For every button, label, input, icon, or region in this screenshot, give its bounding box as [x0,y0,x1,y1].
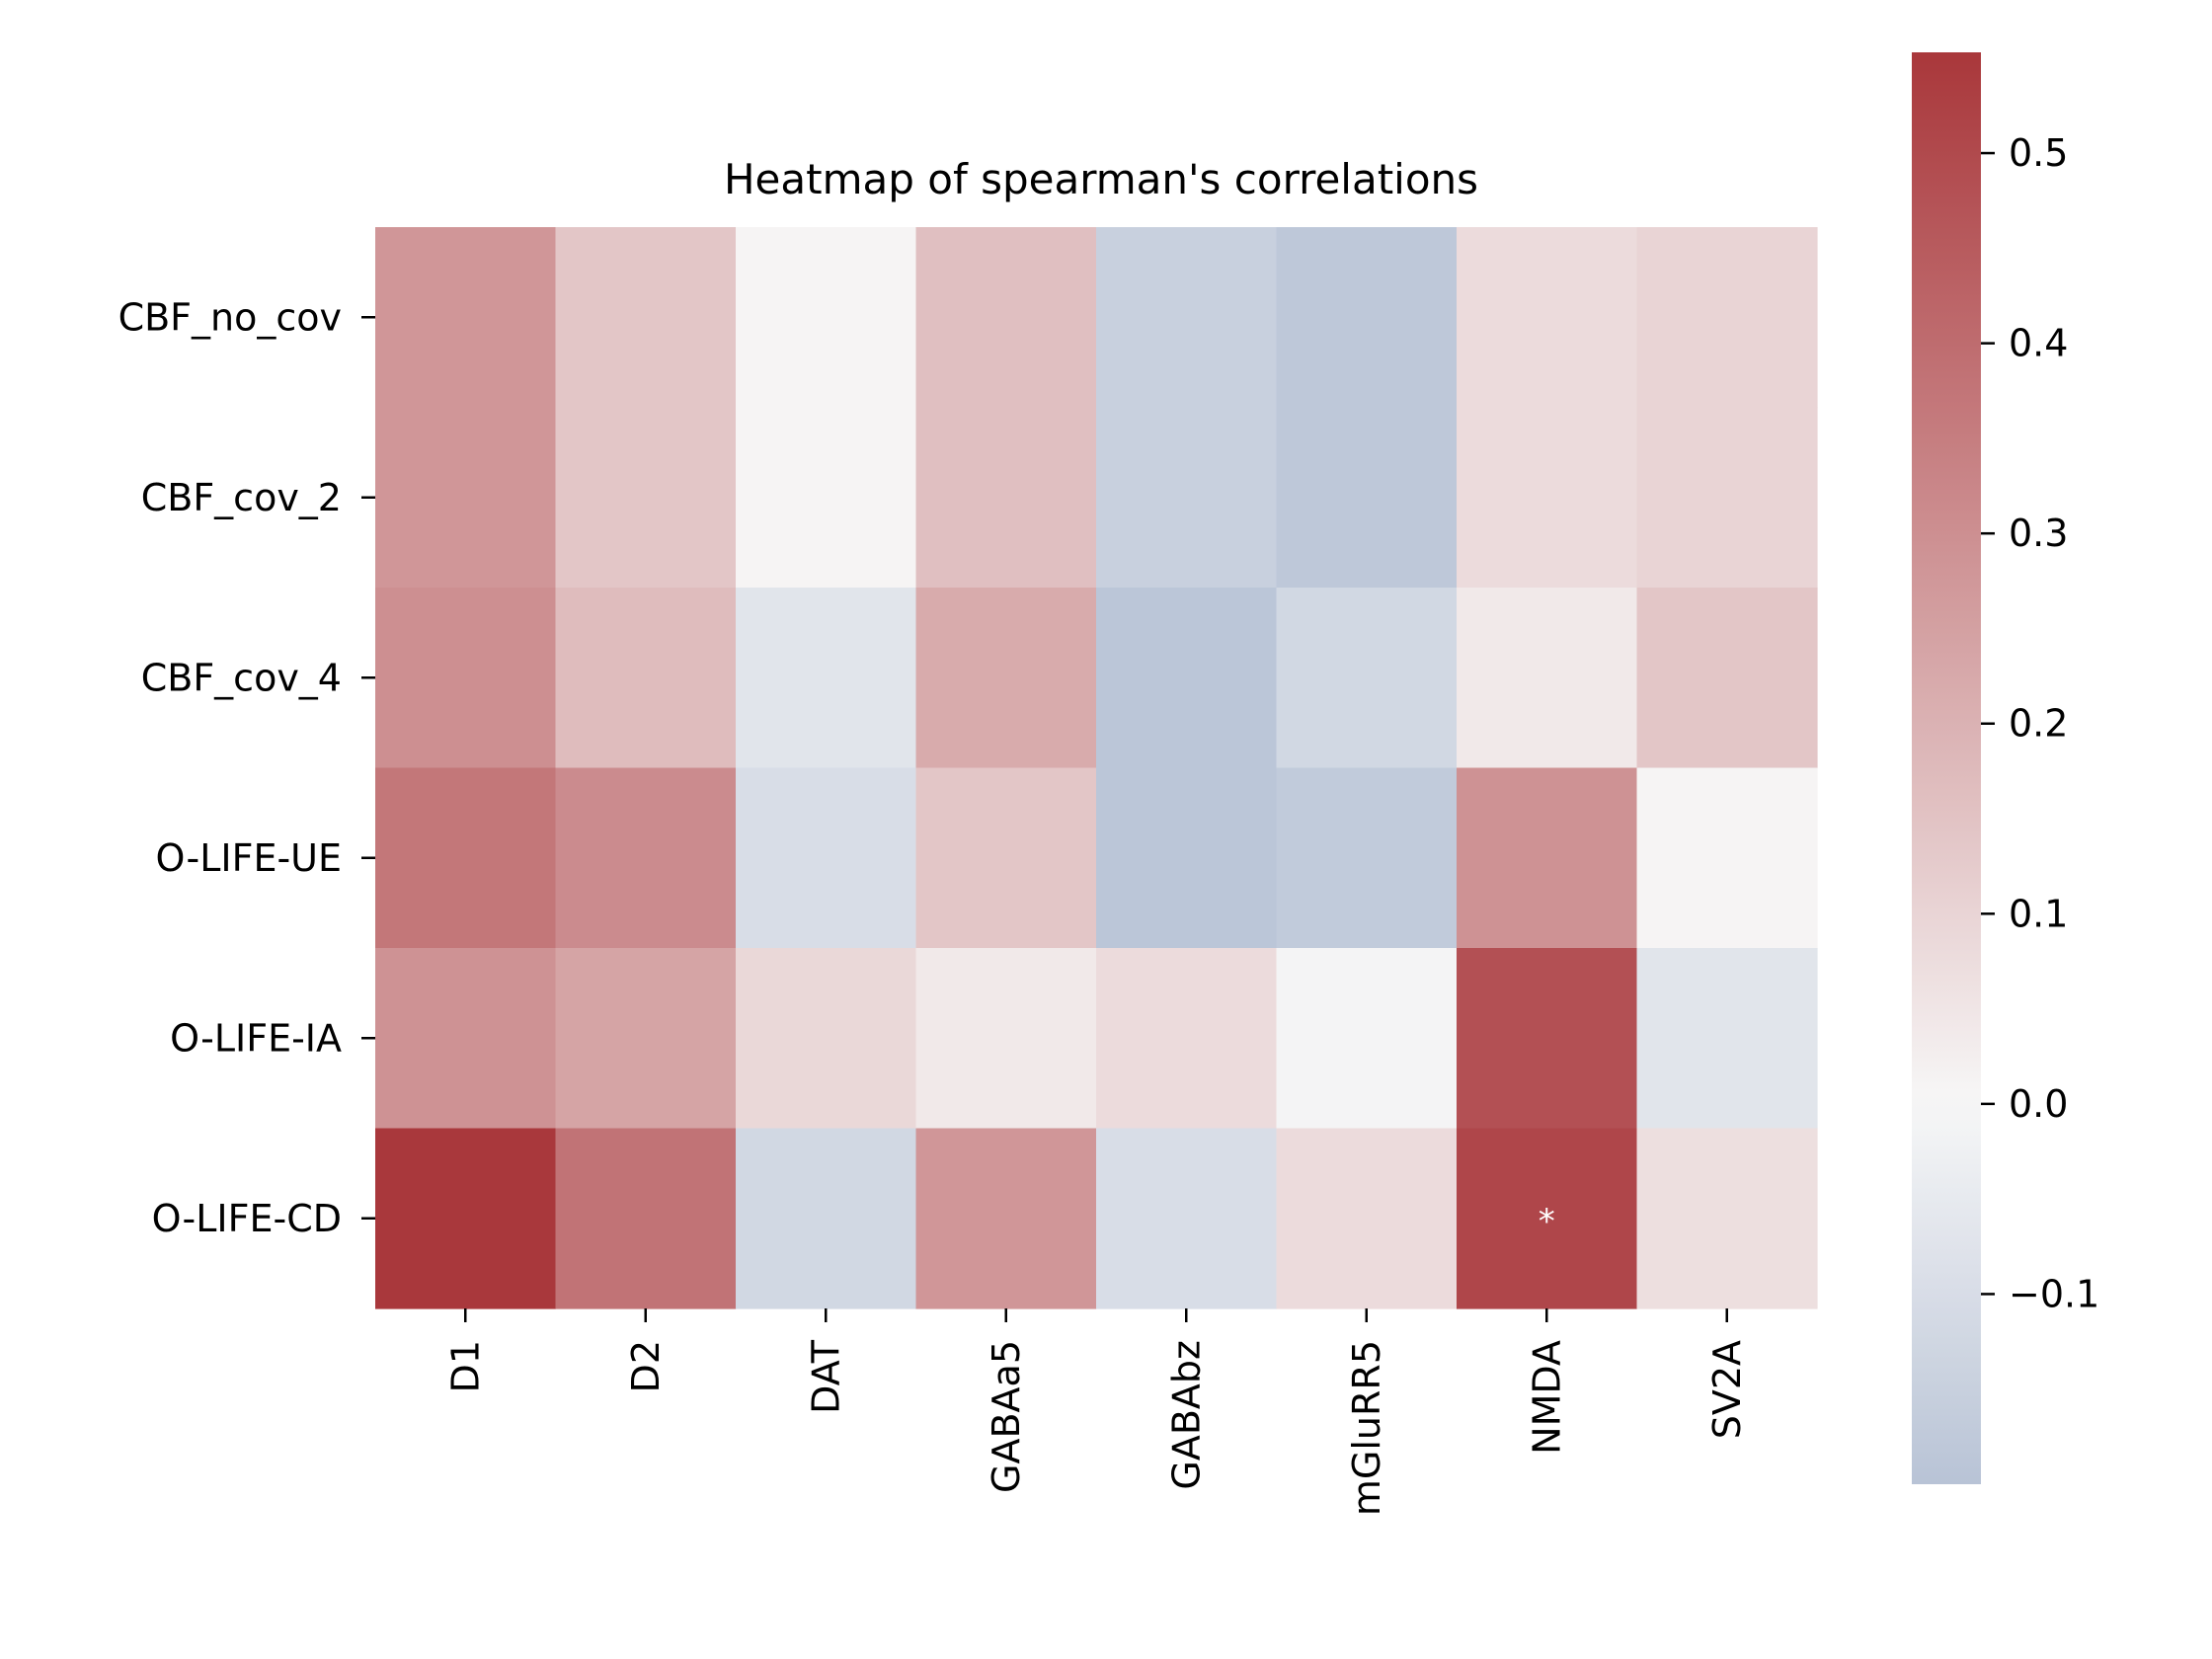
heatmap-cell [375,407,557,589]
heatmap-cell [1457,767,1638,949]
chart-title: Heatmap of spearman's correlations [724,155,1478,203]
heatmap-cell [915,588,1097,769]
y-tick-label: O-LIFE-CD [152,1197,342,1240]
heatmap-cell [736,227,917,409]
heatmap-cell [1276,407,1458,589]
heatmap-cell [555,407,737,589]
y-tick-label: CBF_cov_2 [141,476,342,519]
colorbar-tick-label: 0.4 [2009,322,2068,365]
heatmap-cell [375,588,557,769]
x-tick-label: GABAbz [1164,1340,1208,1490]
heatmap-cell [915,767,1097,949]
heatmap-cell [555,1128,737,1309]
heatmap-cell [1457,948,1638,1130]
heatmap-cell [1457,1128,1638,1309]
heatmap-cell [1096,767,1278,949]
y-axis: CBF_no_cov CBF_cov_2 CBF_cov_4 O-LIFE-UE O-L… [118,295,375,1240]
x-tick-label: mGluRR5 [1345,1340,1388,1516]
heatmap-cell [915,407,1097,589]
colorbar-tick-label: 0.2 [2009,702,2068,746]
heatmap-cell [915,227,1097,409]
heatmap-cell [1636,767,1818,949]
heatmap-cell [736,948,917,1130]
x-tick-label: D1 [443,1340,487,1392]
colorbar-tick-label: −0.1 [2009,1272,2099,1315]
y-tick-label: CBF_cov_4 [141,656,342,699]
heatmap-cell [1096,1128,1278,1309]
heatmap-cell [1276,588,1458,769]
cell-annotations: * [1539,1202,1555,1241]
heatmap-cell [736,407,917,589]
heatmap-cell [375,948,557,1130]
colorbar-tick-label: 0.1 [2009,892,2068,935]
x-tick-label: D2 [624,1340,668,1392]
y-tick-label: O-LIFE-UE [156,836,342,880]
heatmap-cell [1636,948,1818,1130]
colorbar-tick-label: 0.5 [2009,131,2068,175]
heatmap-cell [555,767,737,949]
heatmap-cell [1636,227,1818,409]
x-axis: D1 D2 DAT GABAa5 GABAbz mGluRR5 NMDA SV2A [443,1308,1749,1516]
heatmap-cell [736,588,917,769]
heatmap-cell [375,227,557,409]
heatmap-cell [375,767,557,949]
x-tick-label: NMDA [1525,1340,1568,1455]
heatmap-cell [736,1128,917,1309]
colorbar [1912,52,1981,1484]
heatmap-cell [1636,588,1818,769]
cell-annotation: * [1539,1202,1555,1241]
x-tick-label: DAT [804,1339,847,1414]
heatmap-cell [1636,407,1818,589]
heatmap-cell [736,767,917,949]
heatmap-cells [375,227,1818,1309]
heatmap-cell [1276,1128,1458,1309]
x-tick-label: GABAa5 [985,1340,1028,1493]
heatmap-cell [915,1128,1097,1309]
colorbar-tick-label: 0.0 [2009,1082,2068,1126]
colorbar-axis: −0.1 0.0 0.1 0.2 0.3 0.4 0.5 [1981,131,2099,1315]
heatmap-cell [1096,588,1278,769]
heatmap-cell [1276,227,1458,409]
heatmap-cell [1276,767,1458,949]
heatmap-cell [1457,407,1638,589]
heatmap-cell [1096,948,1278,1130]
heatmap-cell [1636,1128,1818,1309]
heatmap-cell [1457,227,1638,409]
colorbar-tick-label: 0.3 [2009,512,2068,555]
heatmap-cell [1276,948,1458,1130]
y-tick-label: O-LIFE-IA [170,1016,342,1060]
heatmap-cell [1096,407,1278,589]
heatmap-cell [1096,227,1278,409]
heatmap-cell [555,588,737,769]
y-tick-label: CBF_no_cov [118,295,342,339]
heatmap-cell [1457,588,1638,769]
heatmap-cell [915,948,1097,1130]
heatmap-cell [555,227,737,409]
heatmap-cell [555,948,737,1130]
heatmap-cell [375,1128,557,1309]
x-tick-label: SV2A [1705,1340,1749,1439]
